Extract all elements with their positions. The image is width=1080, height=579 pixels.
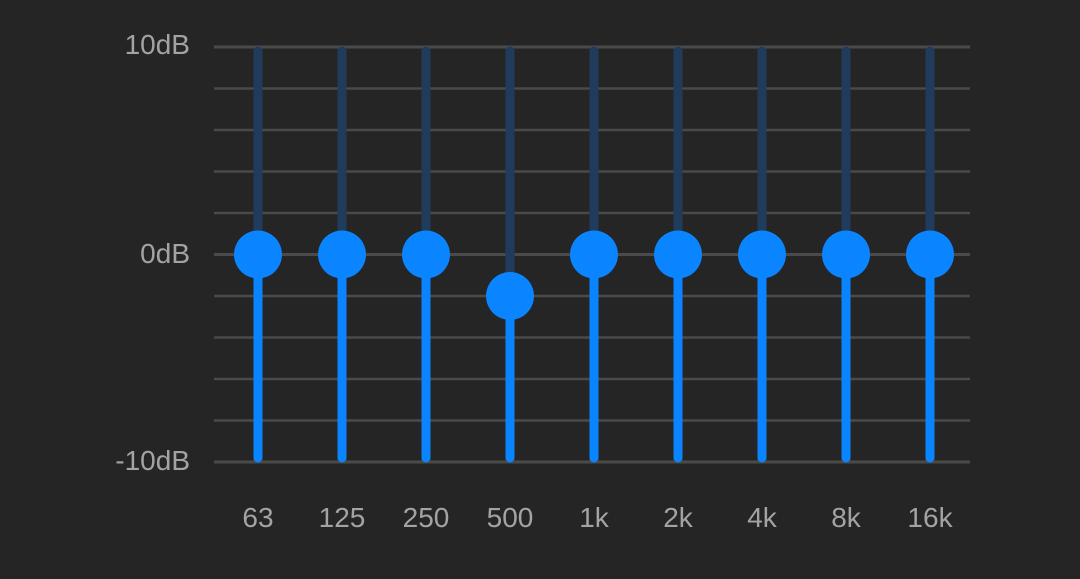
frequency-label: 125 <box>318 502 366 533</box>
frequency-label: 500 <box>486 502 534 533</box>
slider-knob[interactable] <box>486 272 534 320</box>
slider-knob[interactable] <box>234 230 282 279</box>
band-slider-2k[interactable] <box>654 46 702 463</box>
slider-knob[interactable] <box>906 230 954 279</box>
slider-knob[interactable] <box>654 230 702 279</box>
frequency-label: 250 <box>402 502 450 533</box>
band-slider-63[interactable] <box>234 46 282 463</box>
band-slider-1k[interactable] <box>570 46 618 463</box>
band-slider-125[interactable] <box>318 46 366 463</box>
frequency-label: 63 <box>242 502 274 533</box>
band-slider-16k[interactable] <box>906 46 954 463</box>
band-slider-8k[interactable] <box>822 46 870 463</box>
db-zero-label: 0dB <box>140 238 190 269</box>
slider-knob[interactable] <box>822 230 870 279</box>
band-slider-500[interactable] <box>486 46 534 463</box>
db-max-label: 10dB <box>124 29 190 60</box>
band-slider-4k[interactable] <box>738 46 786 463</box>
frequency-label: 8k <box>831 502 861 533</box>
frequency-label: 2k <box>663 502 693 533</box>
db-min-label: -10dB <box>115 445 190 476</box>
band-slider-250[interactable] <box>402 46 450 463</box>
slider-knob[interactable] <box>570 230 618 279</box>
slider-knob[interactable] <box>318 230 366 279</box>
frequency-label: 16k <box>907 502 953 533</box>
band-sliders <box>234 46 954 463</box>
slider-knob[interactable] <box>402 230 450 279</box>
frequency-label: 1k <box>579 502 609 533</box>
frequency-label: 4k <box>747 502 777 533</box>
slider-knob[interactable] <box>738 230 786 279</box>
